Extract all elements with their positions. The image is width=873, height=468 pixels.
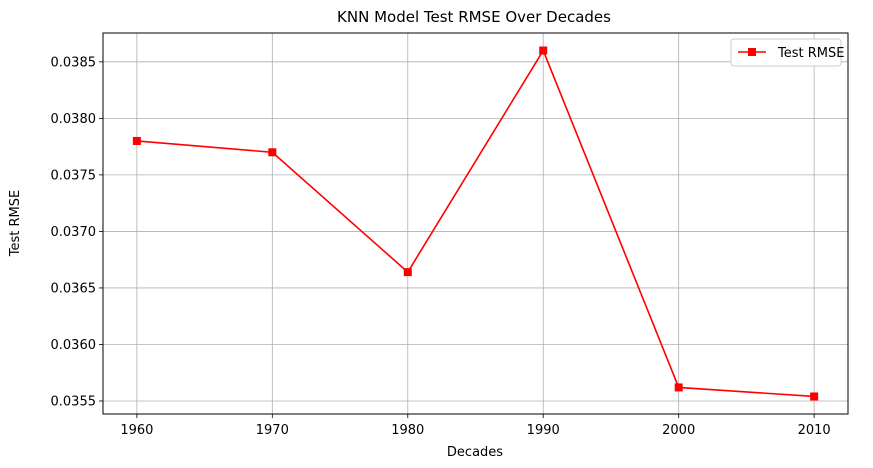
y-axis: 0.0355 0.0360 0.0365 0.0370 0.0375 0.0380 0.03… [51, 55, 103, 409]
legend-label: Test RMSE [777, 46, 844, 61]
chart-title: KNN Model Test RMSE Over Decades [337, 8, 611, 26]
legend: Test RMSE [730, 38, 844, 67]
legend-box [730, 38, 842, 67]
y-tick-label: 0.0355 [51, 394, 97, 409]
x-tick-label: 1990 [527, 423, 560, 438]
x-tick-label: 2010 [798, 423, 831, 438]
legend-marker-swatch [748, 48, 756, 56]
y-tick-label: 0.0385 [51, 55, 97, 70]
data-point [674, 383, 683, 392]
y-tick-label: 0.0375 [51, 168, 97, 183]
plot-area [102, 32, 849, 415]
data-point [539, 46, 548, 55]
data-point [132, 136, 141, 145]
data-point [810, 392, 819, 401]
y-tick-label: 0.0380 [51, 112, 97, 127]
x-axis-label: Decades [447, 445, 503, 460]
x-tick-label: 2000 [662, 423, 695, 438]
data-point [403, 268, 412, 277]
grid-lines [103, 33, 848, 414]
x-axis: 1960 1970 1980 1990 2000 2010 [120, 414, 831, 438]
y-tick-label: 0.0360 [51, 338, 97, 353]
y-axis-label: Test RMSE [8, 190, 23, 257]
x-tick-label: 1970 [256, 423, 289, 438]
x-tick-label: 1960 [120, 423, 153, 438]
x-tick-label: 1980 [391, 423, 424, 438]
data-point [268, 148, 277, 157]
y-tick-label: 0.0370 [51, 225, 97, 240]
series-line [136, 48, 815, 398]
y-tick-label: 0.0365 [51, 281, 97, 296]
series-layer [132, 46, 819, 401]
